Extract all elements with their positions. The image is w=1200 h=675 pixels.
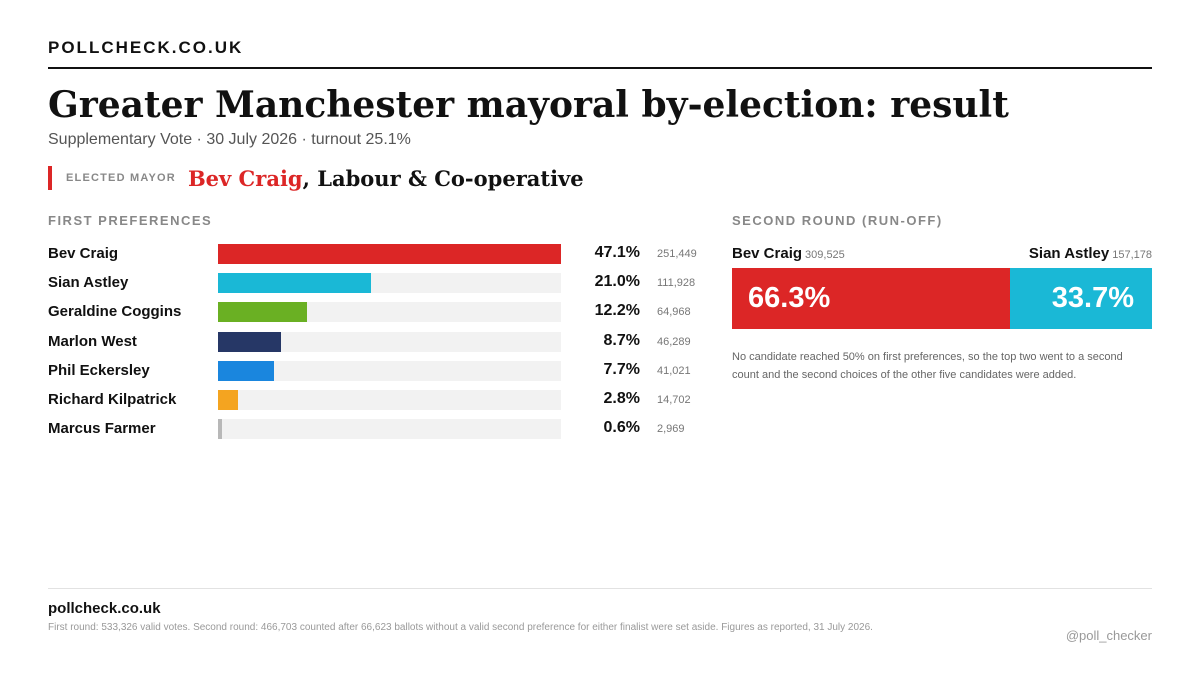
vote-share-label: 21.0%: [594, 273, 640, 291]
runoff-segment: 66.3%: [732, 268, 1011, 329]
candidate-name: Sian Astley: [48, 274, 129, 292]
vote-count-label: 111,928: [657, 277, 696, 290]
footer-rule: [48, 588, 1152, 589]
candidate-row: Sian Astley 21.0% 111,928: [48, 272, 698, 294]
runoff-segment: 33.7%: [1010, 268, 1152, 329]
bar-fill: [218, 244, 561, 264]
candidate-row: Geraldine Coggins 12.2% 64,968: [48, 301, 698, 323]
elected-party: , Labour & Co-operative: [302, 165, 584, 191]
vote-share-label: 8.7%: [603, 331, 640, 349]
candidate-name: Richard Kilpatrick: [48, 391, 177, 408]
elected-accent-bar: [48, 166, 52, 190]
brand-wordmark: POLLCHECK.CO.UK: [48, 38, 244, 57]
bar-track: [218, 360, 561, 381]
candidate-name: Phil Eckersley: [48, 361, 150, 379]
candidate-row: Marcus Farmer 0.6% 2,969: [48, 418, 698, 440]
page-title: Greater Manchester mayoral by-election: …: [48, 84, 1009, 126]
bar-fill: [218, 390, 238, 410]
candidate-row: Richard Kilpatrick 2.8% 14,702: [48, 389, 698, 411]
footer-handle: @poll_checker: [1065, 628, 1152, 643]
vote-count-label: 46,289: [657, 335, 691, 348]
bar-fill: [218, 302, 307, 323]
runoff-candidate-name: Sian Astley: [1028, 245, 1110, 262]
elected-banner: ELECTED MAYOR Bev Craig , Labour & Co-op…: [48, 165, 584, 191]
bar-track: [218, 302, 561, 323]
vote-count-label: 64,968: [657, 306, 691, 319]
runoff-explanation: No candidate reached 50% on first prefer…: [732, 351, 1123, 381]
elected-kicker: ELECTED MAYOR: [66, 172, 176, 184]
runoff-heading: SECOND ROUND (RUN-OFF): [732, 213, 943, 228]
bar-fill: [218, 273, 371, 294]
vote-share-label: 2.8%: [603, 390, 640, 407]
first-preferences-heading: FIRST PREFERENCES: [48, 213, 213, 228]
runoff-label-right: Sian Astley 157,178: [1029, 245, 1152, 263]
runoff-candidate-votes: 309,525: [805, 249, 845, 261]
footer-site: pollcheck.co.uk: [48, 600, 161, 617]
bar-track: [218, 390, 561, 410]
vote-count-label: 41,021: [657, 364, 691, 377]
footer-note: First round: 533,326 valid votes. Second…: [48, 622, 873, 633]
runoff-candidate-votes: 157,178: [1112, 249, 1152, 261]
vote-share-label: 7.7%: [603, 360, 640, 378]
vote-share-label: 0.6%: [603, 419, 640, 437]
candidate-row: Marlon West 8.7% 46,289: [48, 331, 698, 353]
candidate-name: Bev Craig: [48, 245, 119, 262]
bar-track: [218, 273, 561, 294]
header-rule: [48, 67, 1152, 69]
vote-count-label: 251,449: [657, 248, 697, 260]
candidate-row: Bev Craig 47.1% 251,449: [48, 243, 698, 265]
vote-count-label: 14,702: [657, 394, 691, 406]
bar-fill: [218, 419, 222, 440]
runoff-segment-label: 66.3%: [748, 282, 831, 314]
bar-track: [218, 244, 561, 264]
runoff-label-left: Bev Craig 309,525: [732, 245, 845, 263]
runoff-bar: 66.3% 33.7%: [732, 268, 1152, 329]
candidate-row: Phil Eckersley 7.7% 41,021: [48, 360, 698, 382]
candidate-name: Geraldine Coggins: [48, 303, 182, 321]
page-subtitle: Supplementary Vote · 30 July 2026 · turn…: [48, 131, 411, 148]
runoff-candidate-name: Bev Craig: [732, 245, 803, 262]
bar-fill: [218, 360, 274, 381]
runoff-segment-label: 33.7%: [1051, 282, 1134, 314]
bar-track: [218, 331, 561, 352]
bar-track: [218, 419, 561, 440]
elected-name: Bev Craig: [187, 165, 303, 191]
candidate-name: Marcus Farmer: [48, 420, 156, 438]
bar-fill: [218, 331, 281, 352]
candidate-name: Marlon West: [48, 332, 137, 350]
vote-share-label: 12.2%: [594, 302, 640, 320]
vote-count-label: 2,969: [657, 423, 685, 436]
vote-share-label: 47.1%: [594, 244, 640, 261]
